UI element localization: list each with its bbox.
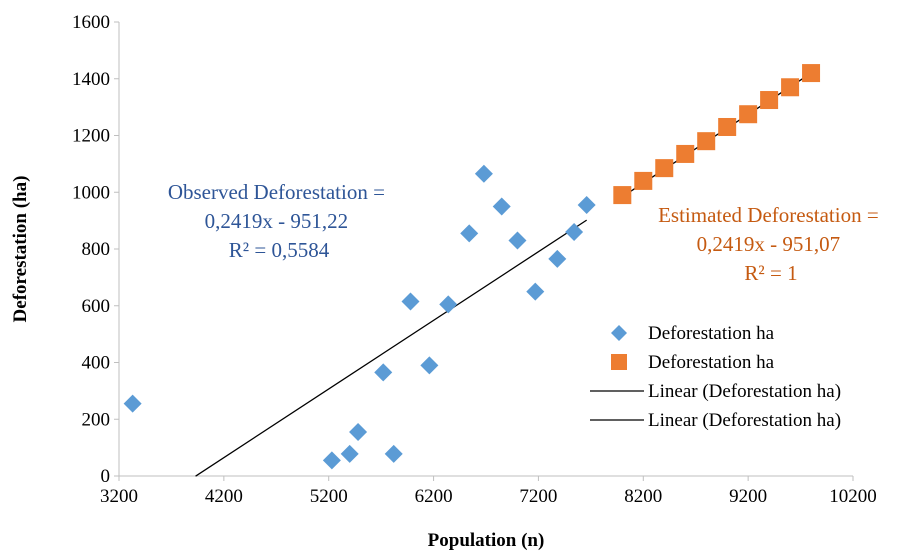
estimated-point (634, 171, 653, 190)
y-tick-label: 400 (82, 353, 111, 374)
trendlines (195, 72, 812, 477)
data-points (123, 64, 821, 470)
estimated-point (802, 64, 821, 83)
estimated-point (739, 105, 758, 124)
estimated-point (655, 159, 674, 178)
x-tick-label: 9200 (729, 486, 767, 507)
observed-point (349, 423, 368, 442)
estimated-point (760, 91, 779, 110)
observed-point (420, 356, 439, 375)
y-tick-label: 1400 (72, 69, 110, 90)
y-tick-label: 200 (82, 409, 111, 430)
observed-equation-line-3: R² = 0,5584 (229, 238, 330, 262)
x-tick-label: 7200 (519, 486, 557, 507)
y-axis-ticks: 0 200 400 600 800 1000 1200 1400 1600 (72, 12, 119, 487)
observed-point (123, 394, 142, 413)
x-tick-label: 8200 (624, 486, 662, 507)
estimated-equation-line-2: 0,2419x - 951,07 (697, 232, 841, 256)
observed-point (474, 164, 493, 183)
estimated-point (613, 186, 632, 205)
y-axis-title: Deforestation (ha) (10, 176, 31, 323)
observed-point (492, 197, 511, 216)
y-tick-label: 1200 (72, 126, 110, 147)
estimated-point (676, 144, 695, 163)
y-tick-label: 0 (101, 466, 111, 487)
observed-point (577, 196, 596, 215)
x-tick-label: 3200 (100, 486, 138, 507)
x-axis-title: Population (n) (428, 530, 545, 551)
legend-label: Linear (Deforestation ha) (648, 410, 841, 431)
estimated-point (718, 117, 737, 136)
axes: 3200 4200 5200 6200 7200 8200 9200 10200 0 200 40… (72, 12, 877, 507)
x-tick-label: 4200 (205, 486, 243, 507)
observed-point (322, 451, 341, 470)
observed-equation-line-1: Observed Deforestation = (168, 180, 385, 204)
y-tick-label: 600 (82, 296, 111, 317)
legend-label: Deforestation ha (648, 323, 775, 344)
observed-point (401, 292, 420, 311)
observed-point (384, 444, 403, 463)
observed-point (439, 295, 458, 314)
legend-symbol-square (611, 354, 627, 370)
trendline-estimated (621, 72, 812, 198)
observed-point (565, 222, 584, 241)
estimated-equation-line-3: R² = 1 (744, 261, 797, 285)
observed-point (548, 249, 567, 268)
x-tick-label: 5200 (310, 486, 348, 507)
observed-point (508, 231, 527, 250)
legend-label: Deforestation ha (648, 352, 775, 373)
x-axis-ticks: 3200 4200 5200 6200 7200 8200 9200 10200 (100, 476, 877, 507)
x-tick-label: 6200 (415, 486, 453, 507)
observed-point (460, 224, 479, 243)
estimated-equation-line-1: Estimated Deforestation = (658, 203, 879, 227)
observed-equation-line-2: 0,2419x - 951,22 (205, 209, 349, 233)
observed-point (526, 282, 545, 301)
observed-point (374, 363, 393, 382)
estimated-point (781, 78, 800, 97)
estimated-equation-label: Estimated Deforestation = 0,2419x - 951,… (658, 203, 884, 285)
trendline-observed (195, 219, 588, 477)
y-tick-label: 1000 (72, 182, 110, 203)
observed-equation-label: Observed Deforestation = 0,2419x - 951,2… (168, 180, 390, 262)
y-tick-label: 1600 (72, 12, 110, 33)
x-tick-label: 10200 (829, 486, 877, 507)
legend: Deforestation ha Deforestation ha Linear (… (590, 323, 841, 431)
observed-point (340, 444, 359, 463)
equation-annotations: Observed Deforestation = 0,2419x - 951,2… (168, 180, 884, 285)
legend-label: Linear (Deforestation ha) (648, 381, 841, 402)
estimated-point (697, 132, 716, 151)
legend-symbol-diamond (611, 325, 627, 341)
y-tick-label: 800 (82, 239, 111, 260)
